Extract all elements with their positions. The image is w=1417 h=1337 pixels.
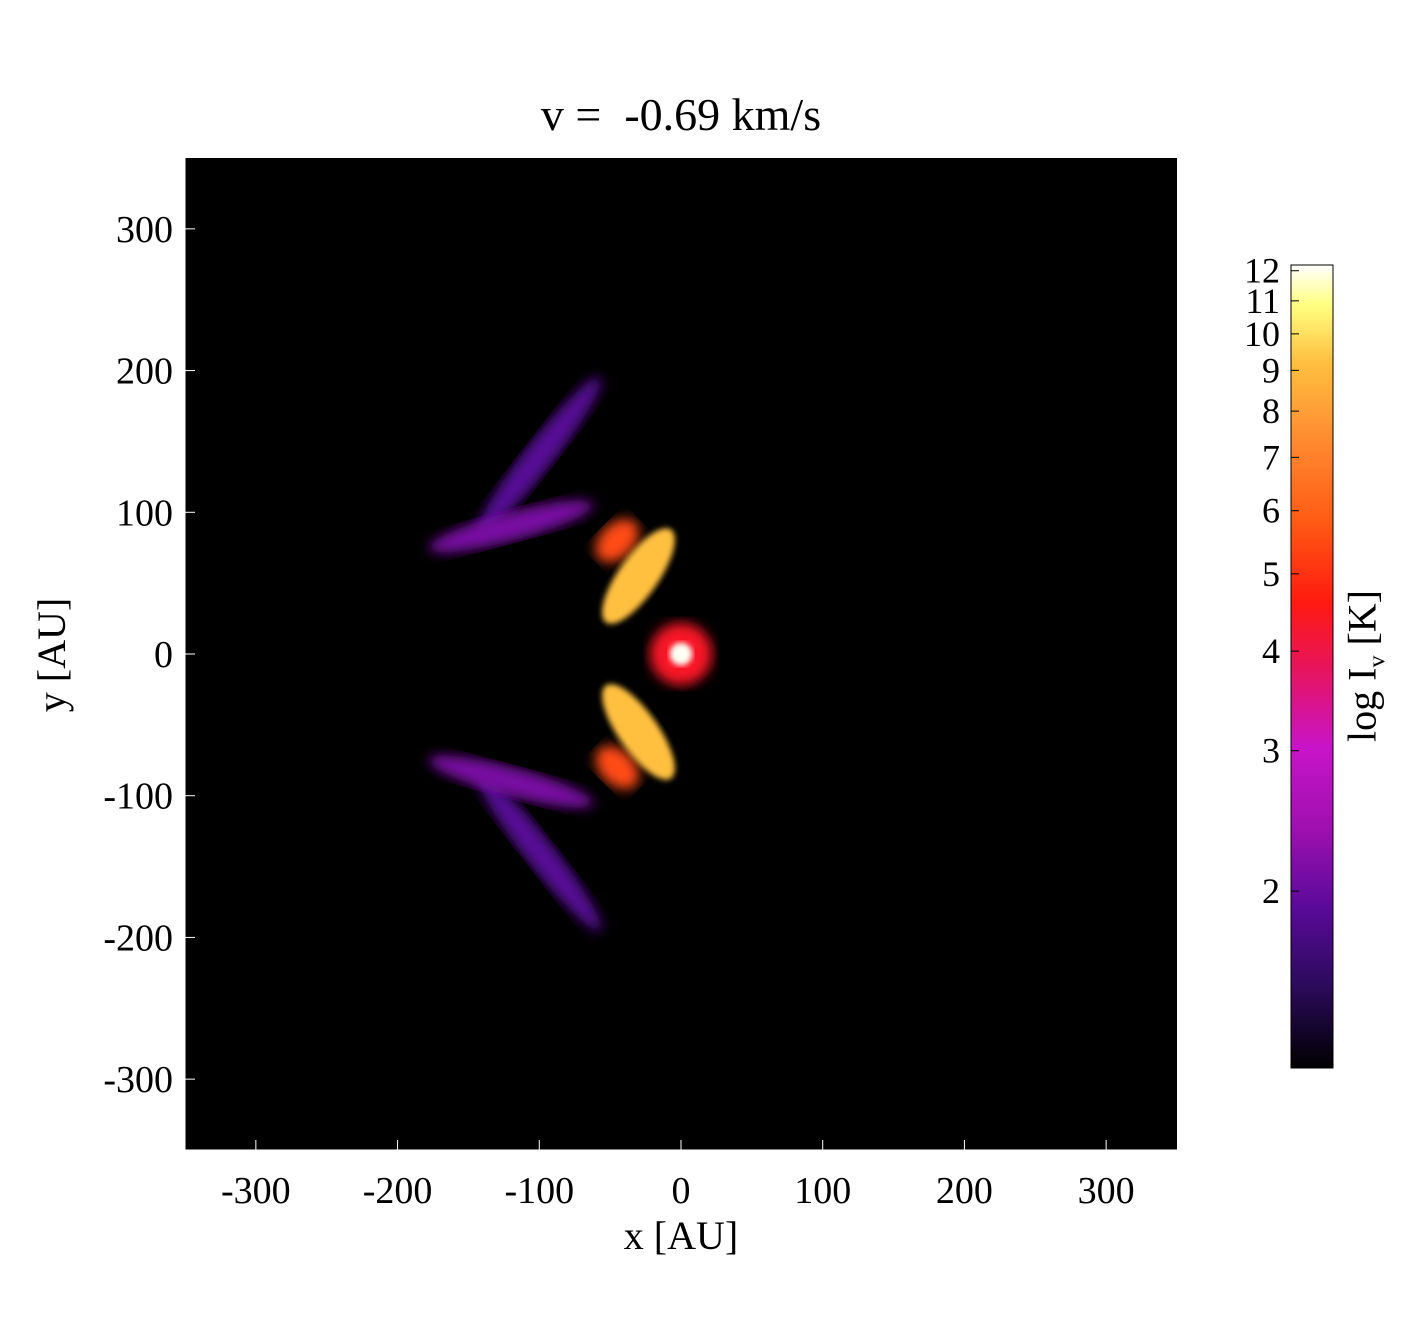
x-axis-label: x [AU] <box>623 1213 739 1258</box>
colorbar <box>1290 264 1334 1069</box>
emission-region <box>428 755 594 808</box>
y-tick-label: -200 <box>103 917 173 959</box>
colorbar-tick-label: 4 <box>1262 631 1280 671</box>
y-tick-label: 100 <box>116 492 173 534</box>
colorbar-tick-label: 3 <box>1262 731 1280 771</box>
y-tick-label: -100 <box>103 776 173 818</box>
emission-region <box>428 500 594 553</box>
emission-region <box>477 376 602 535</box>
y-tick-label: 0 <box>154 634 173 676</box>
x-tick-label: -300 <box>221 1170 291 1212</box>
y-axis-label: y [AU] <box>29 597 74 713</box>
colorbar-tick-label: 12 <box>1244 251 1280 291</box>
x-tick-label: -200 <box>363 1170 433 1212</box>
y-tick-label: -300 <box>103 1059 173 1101</box>
emission-region <box>602 684 675 780</box>
colorbar-tick-label: 5 <box>1262 554 1280 594</box>
y-tick-label: 200 <box>116 351 173 393</box>
colorbar-tick-label: 7 <box>1262 437 1280 477</box>
emission-region <box>595 518 639 563</box>
x-tick-label: 100 <box>794 1170 851 1212</box>
colorbar-tick-label: 9 <box>1262 350 1280 390</box>
emission-region <box>602 528 675 624</box>
x-tick-label: 200 <box>936 1170 993 1212</box>
x-tick-label: 300 <box>1078 1170 1135 1212</box>
chart-title: v = -0.69 km/s <box>540 89 822 140</box>
colorbar-tick-label: 11 <box>1245 281 1280 321</box>
x-axis: -300 -200 -100 0 100 200 300 <box>185 1140 1177 1212</box>
colorbar-label: log Iv [K] <box>1339 590 1391 742</box>
y-tick-label: 300 <box>116 209 173 251</box>
emission-region <box>669 642 693 666</box>
colorbar-tick-label: 10 <box>1244 314 1280 354</box>
x-tick-label: 0 <box>672 1170 691 1212</box>
colorbar-tick-label: 6 <box>1262 491 1280 531</box>
x-tick-label: -100 <box>504 1170 574 1212</box>
colorbar-tick-label: 2 <box>1262 871 1280 911</box>
emission-region <box>595 745 639 790</box>
emission-region <box>477 773 602 932</box>
y-axis: 300 200 100 0 -100 -200 -300 <box>103 158 195 1150</box>
colorbar-tick-label: 8 <box>1262 391 1280 431</box>
emission-map <box>428 376 713 932</box>
